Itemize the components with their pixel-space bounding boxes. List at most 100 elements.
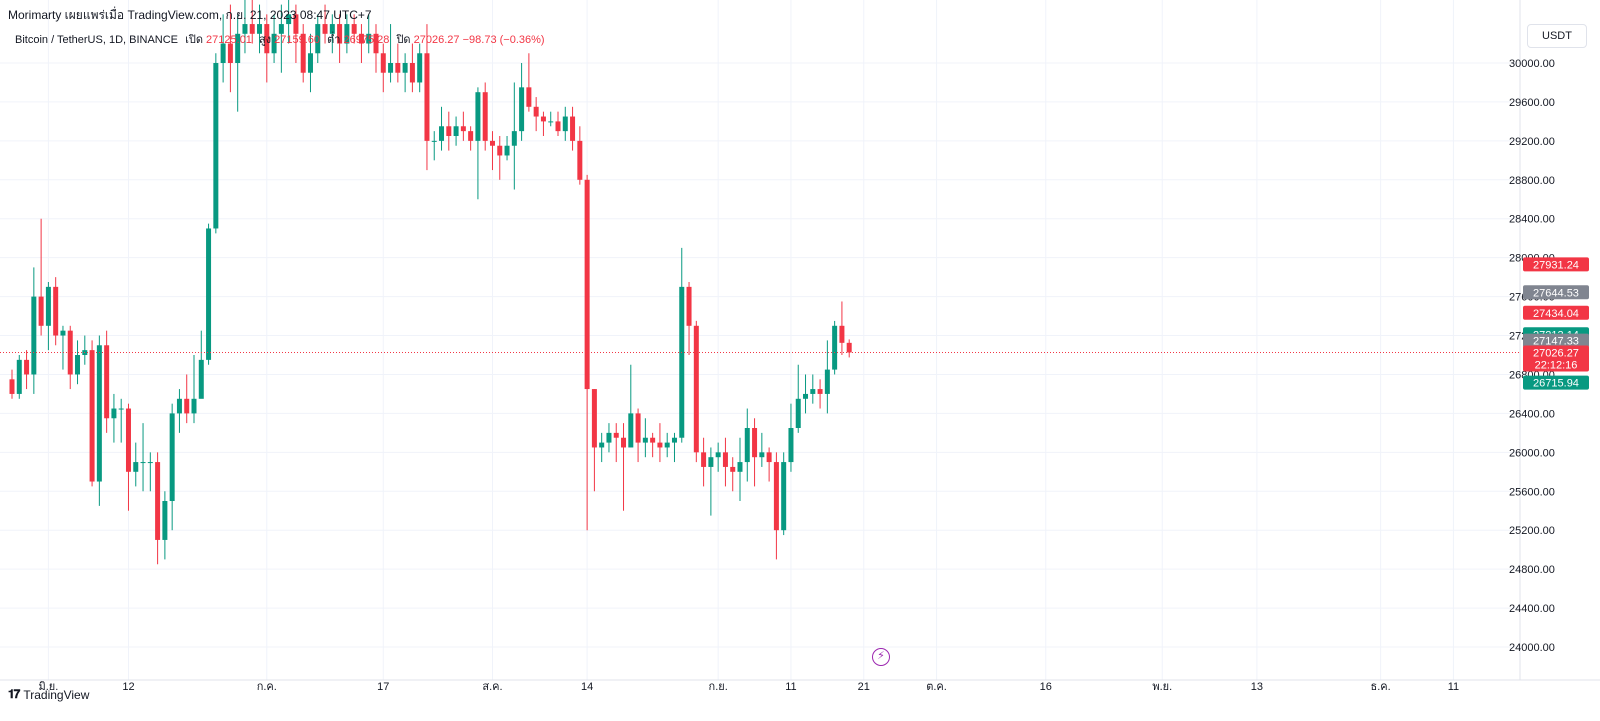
- candle: [613, 423, 619, 463]
- candle-body: [519, 87, 525, 132]
- time-tick-label: ก.ค.: [257, 681, 277, 693]
- candle: [562, 106, 568, 141]
- price-tick-label: 29600.00: [1509, 97, 1555, 109]
- candle-body: [271, 33, 277, 54]
- candle-body: [832, 325, 838, 370]
- price-label-bg: [1523, 305, 1589, 320]
- candle: [606, 423, 612, 453]
- candle-body: [453, 126, 459, 136]
- time-tick-label: 14: [581, 681, 593, 693]
- price-tick-label: 29200.00: [1509, 136, 1555, 148]
- candle-body: [45, 286, 51, 326]
- candle-body: [613, 432, 619, 438]
- candle-body: [577, 140, 583, 180]
- candle-body: [220, 43, 226, 63]
- candle-body: [366, 33, 372, 44]
- change-value: −98.73 (−0.36%): [462, 34, 545, 46]
- candle: [759, 432, 765, 467]
- high-value: 27159.60: [274, 34, 321, 46]
- footer-brand[interactable]: 𝟏𝟕 TradingView: [8, 687, 89, 702]
- candle: [621, 423, 627, 511]
- candle: [599, 432, 605, 463]
- candle-body: [358, 33, 364, 44]
- candle-body: [584, 179, 590, 390]
- time-axis[interactable]: มิ.ย. 12 ก.ค. 17 ส.ค. 14 ก.ย. 11 21 ต.ค. 16 พ.ย. 13 ธ…: [38, 681, 1459, 693]
- price-tick-label: 25200.00: [1509, 525, 1555, 537]
- candle-body: [337, 24, 343, 44]
- candle: [584, 174, 590, 531]
- open-value: 27125.01: [206, 34, 252, 46]
- candle: [16, 355, 22, 399]
- price-tick-label: 24800.00: [1509, 564, 1555, 576]
- candle-body: [147, 462, 153, 464]
- candle: [307, 33, 313, 93]
- candle: [773, 452, 779, 560]
- candle-body: [67, 330, 73, 375]
- candle: [795, 364, 801, 433]
- time-tick-label: 11: [1448, 681, 1459, 693]
- low-value: 26975.28: [343, 34, 390, 46]
- candle: [380, 43, 386, 93]
- candle: [533, 97, 539, 132]
- candle: [373, 24, 379, 73]
- candle: [60, 325, 66, 370]
- candle-body: [395, 63, 401, 73]
- candle: [832, 320, 838, 375]
- candle-body: [722, 452, 728, 467]
- candle: [206, 223, 212, 365]
- candle-body: [24, 359, 30, 375]
- candle: [642, 418, 648, 458]
- candle: [701, 437, 707, 487]
- candle-body: [810, 389, 816, 394]
- candle: [468, 126, 474, 151]
- candle: [439, 106, 445, 151]
- candle-body: [839, 325, 845, 343]
- candle-body: [650, 437, 656, 443]
- candle-body: [424, 53, 430, 141]
- price-label-bg: [1523, 257, 1589, 272]
- candle-body: [235, 33, 241, 63]
- candle: [635, 408, 641, 463]
- candle-body: [264, 24, 270, 54]
- candle-body: [388, 63, 394, 73]
- candle-body: [606, 432, 612, 443]
- candle: [38, 218, 44, 336]
- candle: [300, 24, 306, 83]
- candle: [191, 355, 197, 424]
- price-tick-label: 26000.00: [1509, 447, 1555, 459]
- candle: [133, 442, 139, 487]
- candle-body: [591, 389, 597, 448]
- candle-body: [803, 393, 809, 399]
- price-axis-label: 27434.04: [1523, 305, 1589, 320]
- candle-body: [795, 398, 801, 428]
- candle: [497, 136, 503, 180]
- candle-body: [497, 145, 503, 156]
- candle-body: [446, 126, 452, 136]
- open-label: เปิด: [185, 34, 203, 46]
- price-label-bg: [1523, 333, 1589, 348]
- candle-body: [570, 116, 576, 141]
- candle: [781, 452, 787, 536]
- candle-body: [206, 228, 212, 360]
- candle: [271, 14, 277, 63]
- price-label-bg: [1523, 375, 1589, 390]
- price-label-text: 26715.94: [1533, 378, 1579, 390]
- candle: [395, 43, 401, 83]
- candle-body: [38, 296, 44, 326]
- symbol-title[interactable]: Bitcoin / TetherUS, 1D, BINANCE: [15, 34, 179, 46]
- candle: [650, 432, 656, 458]
- candle-body: [315, 24, 321, 54]
- candle-body: [417, 53, 423, 83]
- lightning-icon[interactable]: ⚡: [872, 648, 890, 666]
- candle-body: [249, 24, 255, 34]
- candle: [24, 350, 30, 390]
- candle: [489, 131, 495, 171]
- price-label-text: 27147.33: [1533, 336, 1579, 348]
- candle: [424, 24, 430, 171]
- candle: [570, 106, 576, 151]
- currency-button[interactable]: USDT: [1527, 24, 1587, 48]
- candle-body: [846, 342, 852, 353]
- candle: [766, 447, 772, 482]
- price-axis-label: 27147.33: [1523, 333, 1589, 348]
